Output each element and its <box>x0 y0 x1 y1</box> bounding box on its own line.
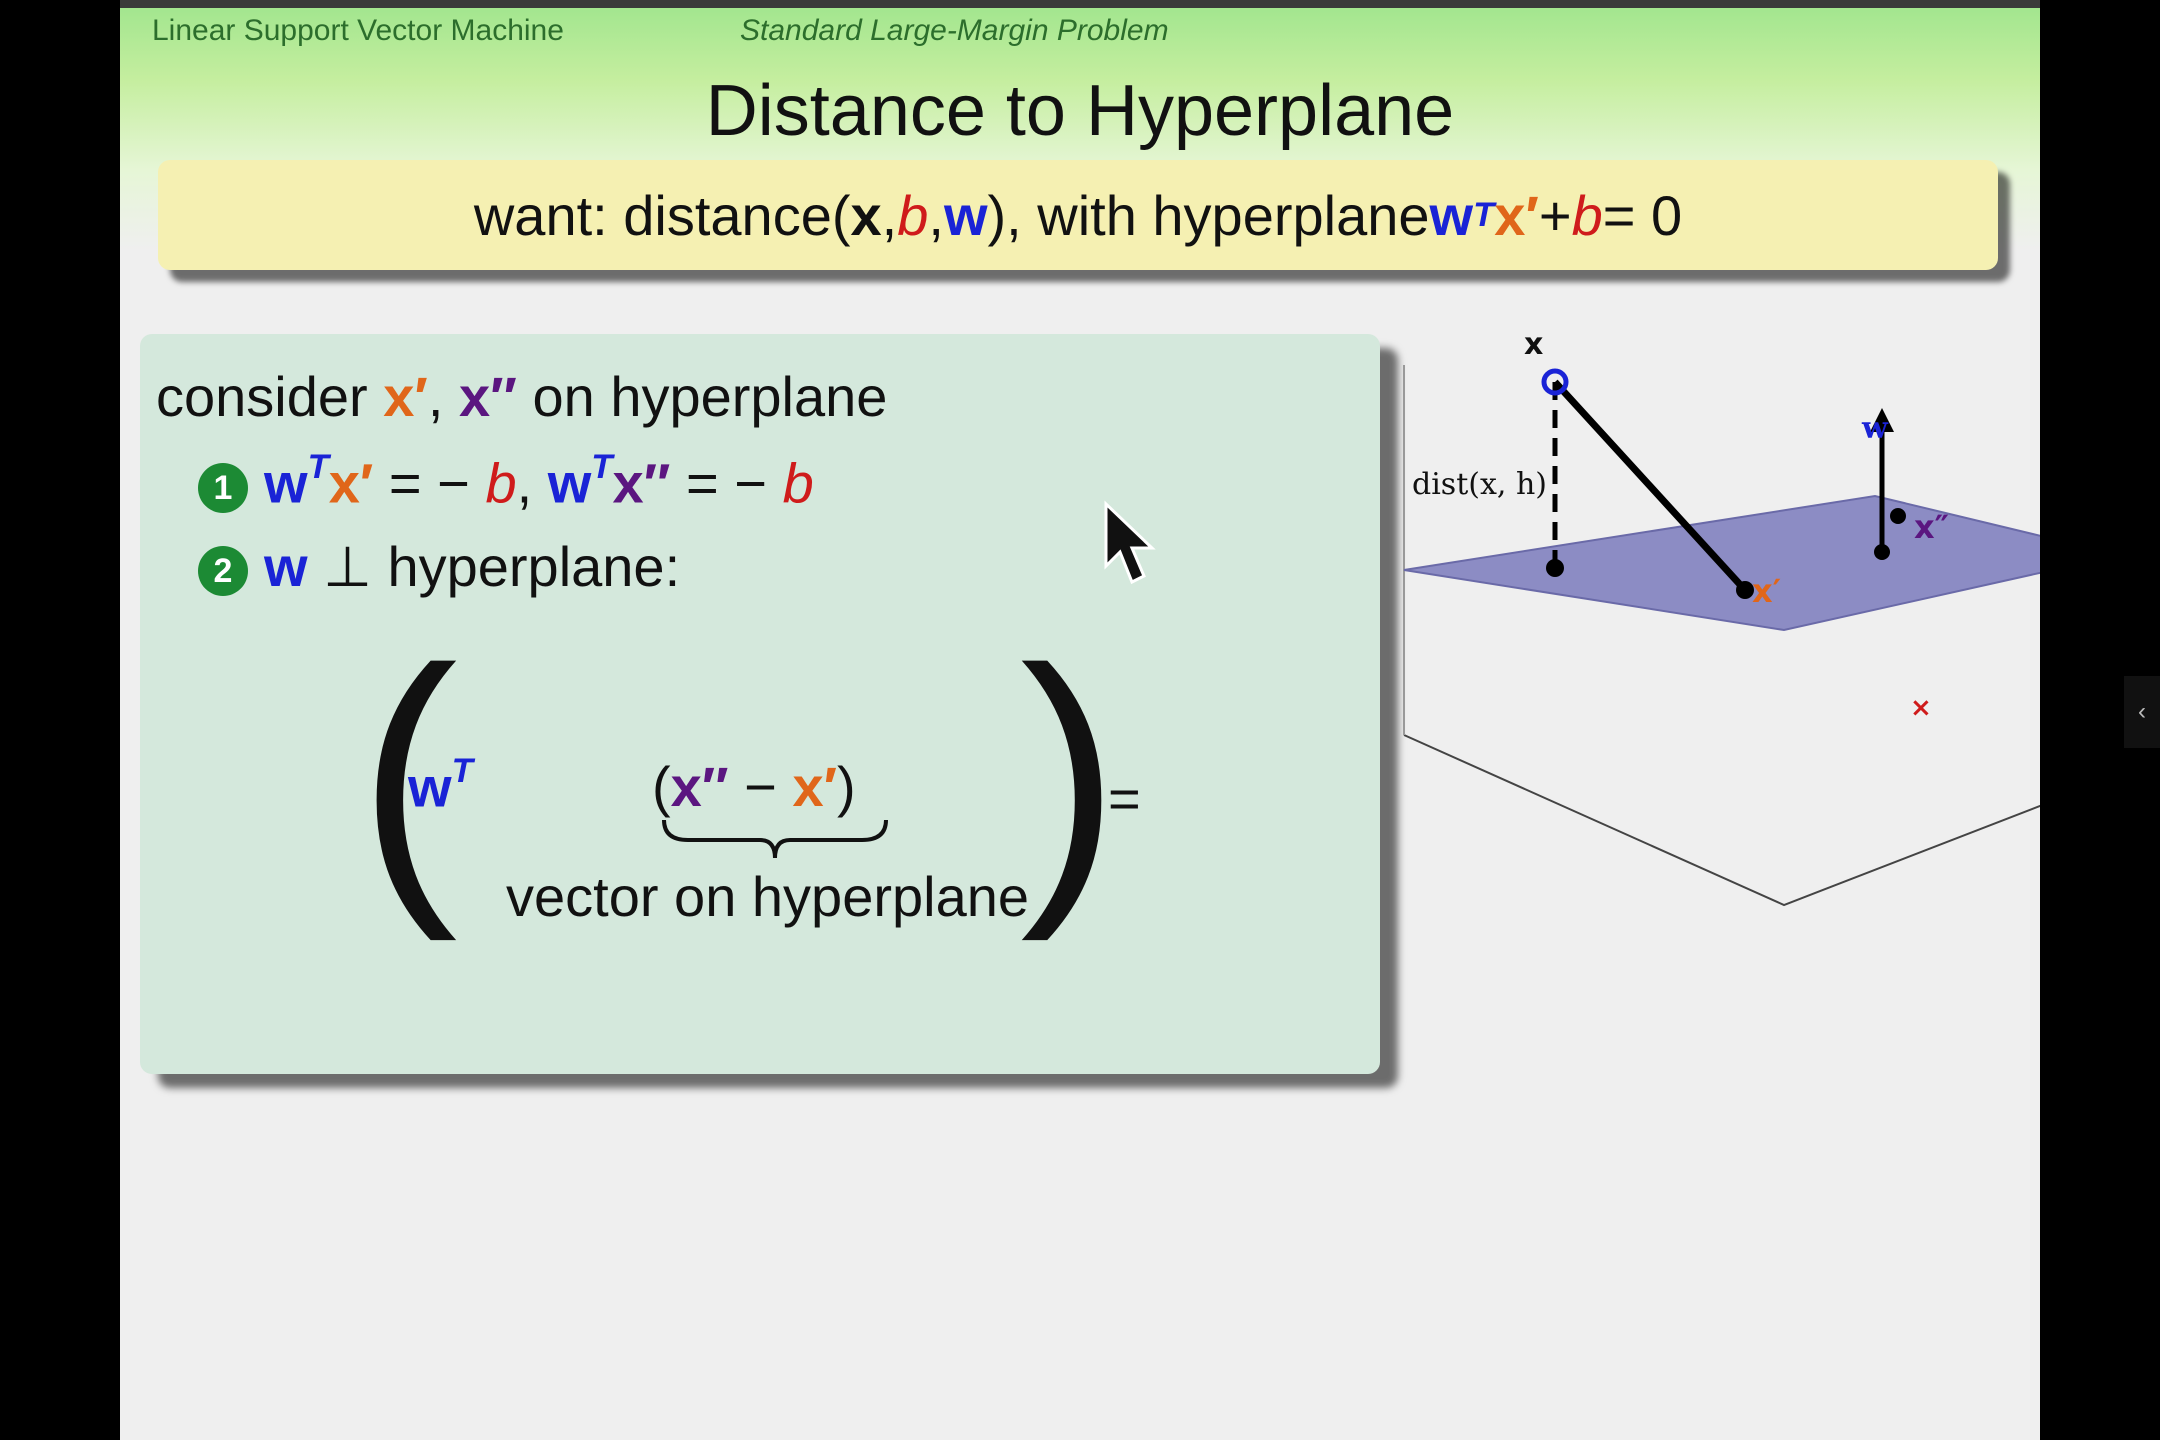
want-b: b <box>897 183 929 247</box>
formula-open: ( <box>652 755 671 818</box>
consider-line: consider x′, x″ on hyperplane <box>156 364 887 429</box>
formula-equals: = <box>1108 767 1141 830</box>
item-1-w2: w <box>547 451 592 515</box>
want-box: want: distance(x, b, w), with hyperplane… <box>158 160 1998 270</box>
slide: Linear Support Vector Machine Standard L… <box>120 0 2040 1440</box>
mouse-cursor-icon <box>1104 500 1156 585</box>
item-1-xprime: x′ <box>328 451 374 515</box>
w-arrowhead <box>1870 408 1894 432</box>
xdoubleprime-point <box>1890 508 1906 524</box>
want-x: x <box>850 183 882 247</box>
want-prefix: want: distance( <box>473 183 851 247</box>
sidebar-collapse-chevron-icon[interactable]: ‹ <box>2124 676 2160 748</box>
want-w2: w <box>1429 183 1474 247</box>
item-1-b2: b <box>782 451 814 515</box>
item-1-comma: , <box>516 451 548 515</box>
consider-xprime: x′ <box>383 365 428 428</box>
consider-xdoubleprime: x″ <box>458 365 517 428</box>
want-xprime: x′ <box>1494 183 1539 247</box>
item-1-w1: w <box>264 451 308 515</box>
header-subsection-title: Standard Large-Margin Problem <box>740 14 1169 47</box>
item-1-eq2: = − <box>670 451 783 515</box>
item-1-xdoubleprime: x″ <box>612 451 671 515</box>
want-plus: + <box>1538 183 1572 247</box>
want-sep1: , <box>881 183 898 247</box>
item-1-eq1: = − <box>373 451 486 515</box>
figure-w-label: w <box>1861 411 1889 446</box>
consider-comma: , <box>427 365 459 428</box>
x-point <box>1541 368 1569 396</box>
want-transpose: T <box>1473 195 1495 234</box>
formula-minus: − <box>728 755 793 818</box>
item-1-transpose1: T <box>307 448 329 486</box>
formula-xprime: x′ <box>792 755 838 818</box>
consider-post: on hyperplane <box>516 365 888 428</box>
item-1-b1: b <box>485 451 517 515</box>
want-b2: b <box>1571 183 1603 247</box>
want-w: w <box>943 183 988 247</box>
slide-title: Distance to Hyperplane <box>705 71 1455 151</box>
formula-xdoubleprime: x″ <box>670 755 729 818</box>
want-eq: = 0 <box>1602 183 1683 247</box>
figure-xprime-label: x′ <box>1752 572 1781 610</box>
formula-wt: wT <box>408 752 473 819</box>
want-sep2: , <box>928 183 944 247</box>
x-to-xprime-line <box>1552 379 1748 593</box>
item-2-perp: ⊥ hyperplane: <box>307 535 681 598</box>
item-1-transpose2: T <box>591 448 613 486</box>
formula-right-paren: ) <box>1020 606 1120 942</box>
figure-dist-label: dist(x, h) <box>1412 467 1547 502</box>
header-section-title: Linear Support Vector Machine <box>152 14 564 47</box>
formula-transpose: T <box>451 752 473 790</box>
figure-x-label: x <box>1524 327 1543 362</box>
cross-marker: × <box>1910 693 1932 723</box>
formula-close: ) <box>837 755 856 818</box>
formula-underlabel: vector on hyperplane <box>506 865 1030 928</box>
consider-box: consider x′, x″ on hyperplane 1 wTx′ = − … <box>140 334 1380 1074</box>
formula-diff: (x″ − x′) <box>652 754 856 819</box>
underbrace <box>662 819 888 859</box>
figure-xdoubleprime-label: x″ <box>1914 508 1949 546</box>
item-2-number: 2 <box>198 546 248 597</box>
w-base-point <box>1874 544 1890 560</box>
hyperplane-figure: × x w dist(x, h) x″ x′ <box>1403 327 2040 907</box>
lower-plane-outline <box>1403 734 2040 907</box>
item-1-number: 1 <box>198 462 248 513</box>
item-1: 1 wTx′ = − b, wTx″ = − b <box>198 448 814 515</box>
item-2-w: w <box>264 535 308 598</box>
want-mid: ), with hyperplane <box>987 183 1430 247</box>
xprime-point <box>1736 581 1754 599</box>
formula-left-paren: ( <box>358 606 458 942</box>
projection-point <box>1546 559 1564 577</box>
consider-pre: consider <box>156 365 384 428</box>
formula-w: w <box>408 755 452 819</box>
top-border <box>120 0 2040 8</box>
